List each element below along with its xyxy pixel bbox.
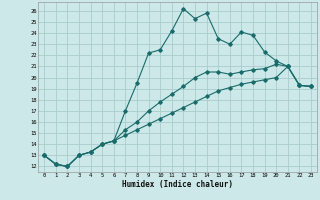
X-axis label: Humidex (Indice chaleur): Humidex (Indice chaleur) [122, 180, 233, 189]
